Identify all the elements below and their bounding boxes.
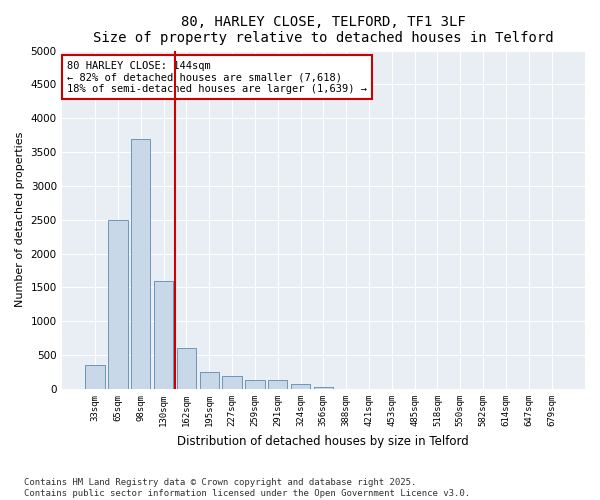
Bar: [314, 387, 333, 389]
Bar: [223, 376, 242, 389]
Bar: [268, 380, 287, 389]
Bar: [108, 220, 128, 389]
Y-axis label: Number of detached properties: Number of detached properties: [15, 132, 25, 308]
X-axis label: Distribution of detached houses by size in Telford: Distribution of detached houses by size …: [178, 434, 469, 448]
Text: Contains HM Land Registry data © Crown copyright and database right 2025.
Contai: Contains HM Land Registry data © Crown c…: [24, 478, 470, 498]
Bar: [154, 280, 173, 389]
Bar: [200, 372, 219, 389]
Bar: [177, 348, 196, 389]
Bar: [291, 384, 310, 389]
Bar: [85, 366, 105, 389]
Bar: [245, 380, 265, 389]
Text: 80 HARLEY CLOSE: 144sqm
← 82% of detached houses are smaller (7,618)
18% of semi: 80 HARLEY CLOSE: 144sqm ← 82% of detache…: [67, 60, 367, 94]
Title: 80, HARLEY CLOSE, TELFORD, TF1 3LF
Size of property relative to detached houses : 80, HARLEY CLOSE, TELFORD, TF1 3LF Size …: [93, 15, 554, 45]
Bar: [131, 138, 151, 389]
